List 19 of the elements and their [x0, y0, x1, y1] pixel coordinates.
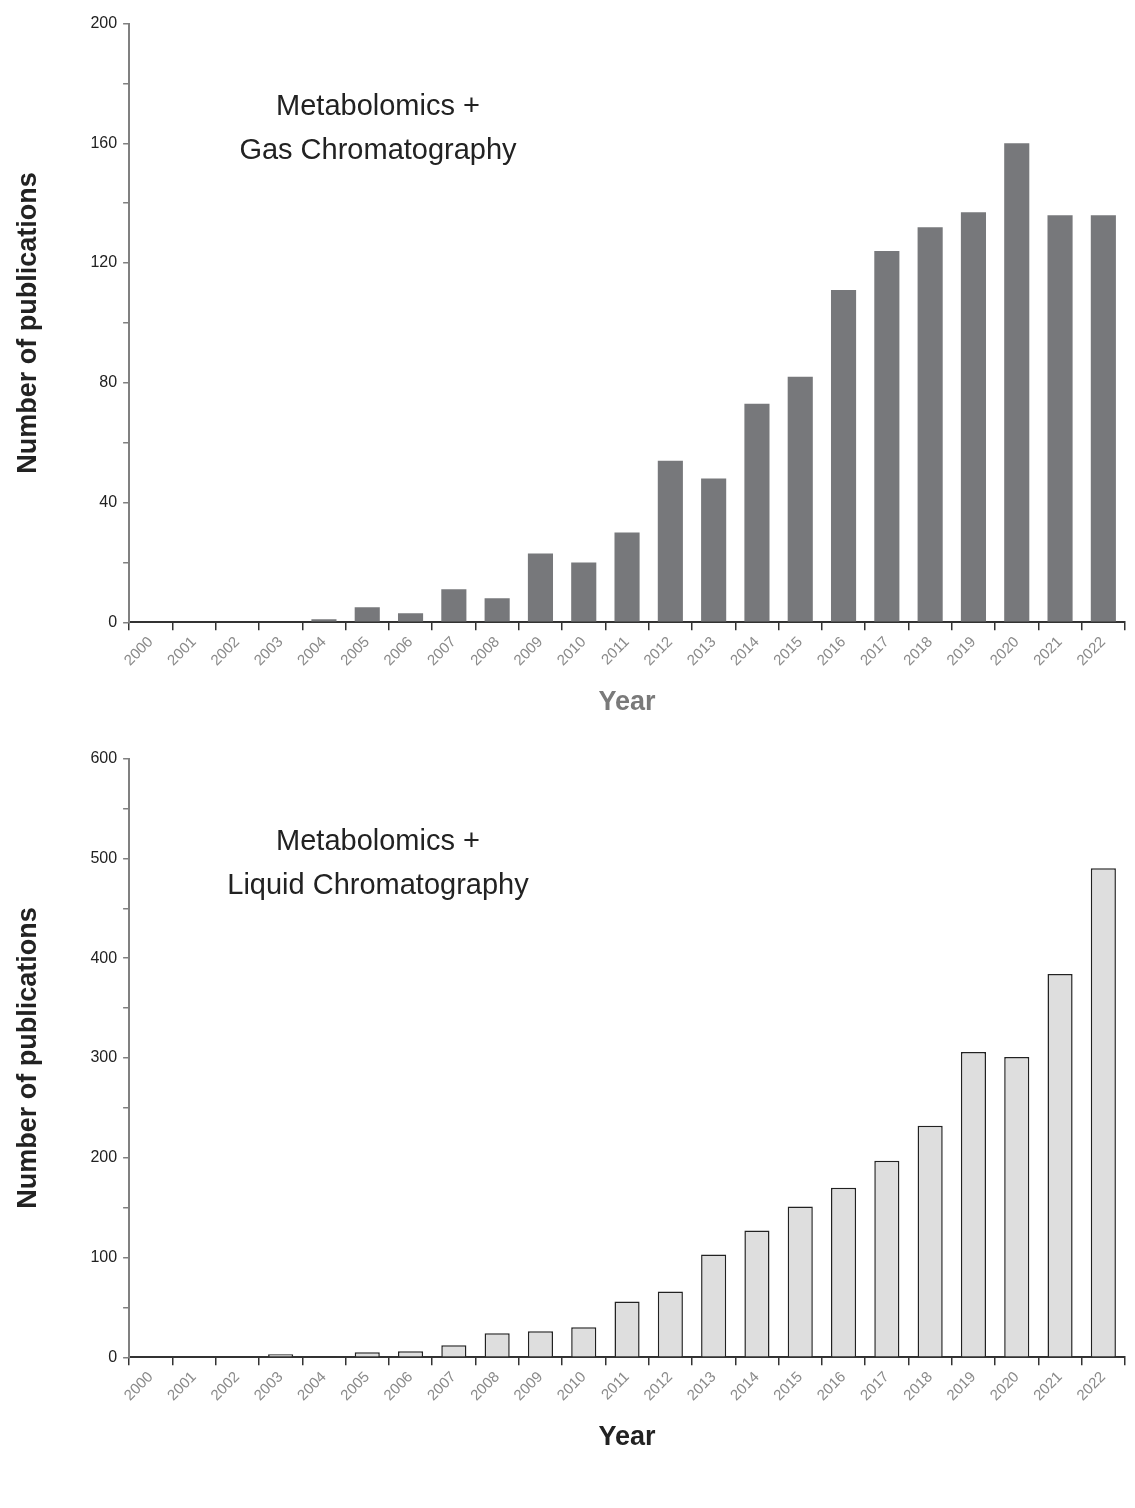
x-axis-title: Year: [598, 686, 657, 717]
y-tick-label: 0: [108, 1347, 118, 1365]
text: Metabolomics + Liquid Chromatography: [226, 823, 530, 902]
y-tick-label: 120: [90, 253, 118, 271]
y-tick-label: 200: [90, 1148, 118, 1166]
y-tick-label: 80: [99, 373, 118, 391]
y-tick-label: 0: [108, 612, 118, 630]
y-axis-title: Number of publications: [11, 907, 42, 1209]
y-tick-label: 600: [90, 749, 118, 767]
y-tick-label: 300: [90, 1048, 118, 1066]
y-tick-label: 400: [90, 948, 118, 966]
y-tick-label: 100: [90, 1247, 118, 1265]
text: Metabolomics + Gas Chromatography: [238, 88, 518, 167]
y-tick-label: 160: [90, 133, 118, 151]
y-tick-label: 500: [90, 848, 118, 866]
y-tick-label: 40: [99, 492, 118, 510]
y-tick-label: 200: [90, 14, 118, 32]
y-axis-title: Number of publications: [11, 172, 42, 474]
x-axis-title: Year: [598, 1421, 657, 1452]
